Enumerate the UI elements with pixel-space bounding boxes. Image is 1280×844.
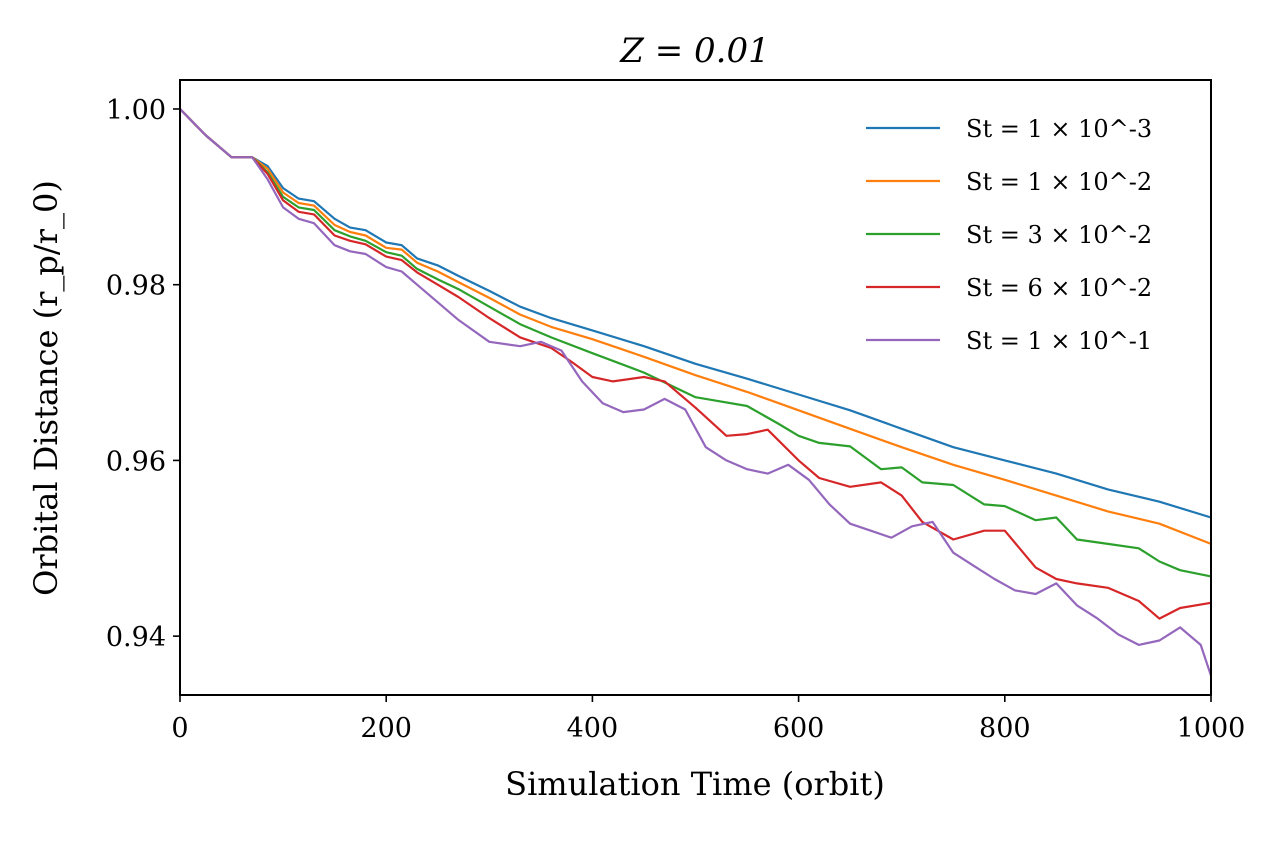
x-tick-label: 800	[979, 713, 1031, 744]
series-line-2	[179, 108, 1212, 545]
y-tick-label: 1.00	[106, 95, 166, 126]
legend: St = 1 × 10^-3 St = 1 × 10^-2 St = 3 × 10^…	[866, 115, 1152, 355]
x-tick-label: 200	[360, 713, 412, 744]
plot-frame	[179, 79, 1212, 696]
series-line-1	[179, 108, 1212, 519]
x-tick-label: 600	[773, 713, 825, 744]
x-tick-label: 400	[567, 713, 619, 744]
y-axis-label: Orbital Distance (r_p/r_0)	[27, 180, 65, 596]
y-tick-label: 0.96	[106, 446, 166, 477]
x-tick-label: 1000	[1177, 713, 1246, 744]
x-tick-label: 0	[171, 713, 188, 744]
y-tick-label: 0.94	[106, 622, 166, 653]
series-line-5	[179, 108, 1213, 677]
chart-title: Z = 0.01	[619, 31, 769, 71]
ticks-layer: 0 200 400 600 800 1000 0.94 0.96 0.98 1.00	[106, 95, 1245, 744]
series-line-4	[179, 108, 1212, 620]
legend-label-4: St = 6 × 10^-2	[966, 274, 1152, 302]
x-axis-label: Simulation Time (orbit)	[505, 765, 885, 803]
legend-label-2: St = 1 × 10^-2	[966, 168, 1152, 196]
series-layer	[179, 108, 1213, 677]
y-tick-label: 0.98	[106, 271, 166, 302]
legend-label-1: St = 1 × 10^-3	[966, 115, 1152, 143]
legend-label-3: St = 3 × 10^-2	[966, 221, 1152, 249]
legend-label-5: St = 1 × 10^-1	[966, 327, 1152, 355]
